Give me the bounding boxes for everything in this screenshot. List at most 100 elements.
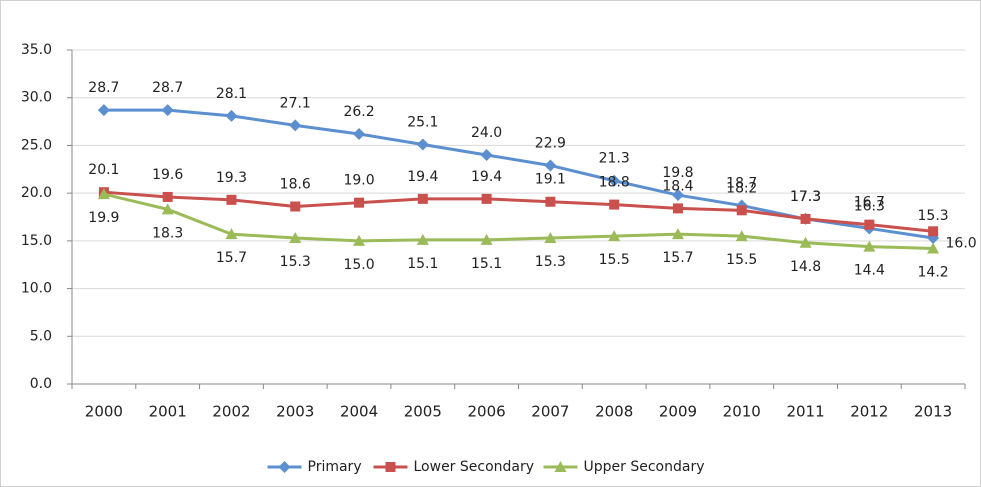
data-label: 26.2 [343, 104, 374, 120]
data-label: 27.1 [280, 95, 311, 111]
x-tick-label: 2011 [786, 403, 824, 421]
data-label: 15.5 [726, 252, 757, 268]
data-label: 21.3 [599, 151, 630, 167]
marker [554, 461, 567, 472]
x-tick-label: 2005 [404, 403, 442, 421]
data-label: 14.8 [790, 259, 821, 275]
y-tick-label: 35.0 [21, 42, 52, 58]
data-label: 16.0 [946, 235, 977, 251]
x-tick-label: 2013 [914, 403, 952, 421]
marker [864, 219, 875, 230]
x-tick-label: 2002 [212, 403, 250, 421]
data-label: 18.4 [662, 178, 693, 194]
marker [161, 104, 174, 117]
marker [161, 203, 174, 215]
marker [671, 228, 684, 240]
data-label: 22.9 [535, 135, 566, 151]
data-label: 15.3 [535, 254, 566, 270]
x-tick-label: 2012 [850, 403, 888, 421]
data-label: 15.3 [280, 254, 311, 270]
marker [97, 188, 110, 200]
marker [226, 194, 237, 205]
data-label: 15.3 [918, 208, 949, 224]
marker [278, 461, 291, 473]
marker [608, 174, 621, 187]
data-label: 18.8 [599, 175, 630, 191]
data-label: 14.2 [918, 264, 949, 280]
series-line [103, 190, 934, 233]
y-tick-label: 20.0 [21, 185, 52, 201]
data-label: 15.1 [407, 256, 438, 272]
marker [800, 213, 811, 224]
data-label: 19.3 [216, 170, 247, 186]
x-tick-label: 2008 [595, 403, 633, 421]
marker [289, 231, 302, 243]
data-label: 19.0 [343, 173, 374, 189]
marker [225, 228, 238, 240]
marker [480, 148, 493, 161]
data-label: 15.7 [662, 250, 693, 266]
marker [735, 230, 748, 242]
x-tick-label: 2010 [723, 403, 761, 421]
data-label: 18.3 [152, 225, 183, 241]
marker [225, 109, 238, 122]
data-label: 19.6 [152, 167, 183, 183]
marker [799, 236, 812, 248]
data-label: 16.3 [854, 198, 885, 214]
data-label: 18.6 [280, 177, 311, 193]
marker [417, 193, 428, 204]
marker [927, 242, 940, 254]
marker [354, 197, 365, 208]
marker [544, 159, 557, 172]
y-tick-label: 15.0 [21, 233, 52, 249]
marker [289, 119, 302, 132]
y-tick-label: 0.0 [30, 376, 52, 392]
y-tick-label: 10.0 [21, 281, 52, 297]
marker [385, 462, 396, 472]
data-label: 28.7 [88, 80, 119, 96]
data-label: 17.3 [790, 189, 821, 205]
data-label: 19.4 [407, 169, 438, 185]
y-tick-label: 5.0 [30, 328, 52, 344]
x-tick-label: 2009 [659, 403, 697, 421]
series-line [103, 192, 934, 250]
marker [353, 234, 366, 246]
data-label: 14.4 [854, 263, 885, 279]
data-label: 19.9 [88, 210, 119, 226]
data-label: 16.7 [854, 195, 885, 211]
data-label: 20.1 [88, 162, 119, 178]
marker [545, 196, 556, 207]
x-tick-label: 2001 [149, 403, 187, 421]
data-label: 19.1 [535, 172, 566, 188]
marker [480, 233, 493, 245]
marker [672, 203, 683, 214]
x-tick-label: 2003 [276, 403, 314, 421]
legend-label: Upper Secondary [584, 459, 705, 475]
data-label: 25.1 [407, 114, 438, 130]
data-label: 24.0 [471, 125, 502, 141]
data-label: 18.7 [726, 176, 757, 192]
marker [608, 230, 621, 242]
marker [353, 127, 366, 140]
legend-label: Primary [308, 459, 362, 475]
data-label: 19.8 [662, 165, 693, 181]
data-label: 19.4 [471, 169, 502, 185]
marker [863, 240, 876, 252]
data-label: 15.0 [343, 257, 374, 273]
marker [671, 189, 684, 202]
y-tick-label: 25.0 [21, 137, 52, 153]
x-tick-label: 2006 [468, 403, 506, 421]
x-tick-label: 2000 [85, 403, 123, 421]
y-tick-label: 30.0 [21, 90, 52, 106]
marker [416, 233, 429, 245]
data-label: 15.1 [471, 256, 502, 272]
data-label: 15.5 [599, 252, 630, 268]
data-label: 18.2 [726, 180, 757, 196]
marker [97, 104, 110, 117]
x-tick-label: 2004 [340, 403, 378, 421]
data-label: 28.1 [216, 86, 247, 102]
data-label: 28.7 [152, 80, 183, 96]
marker [609, 199, 620, 210]
data-label: 15.7 [216, 250, 247, 266]
